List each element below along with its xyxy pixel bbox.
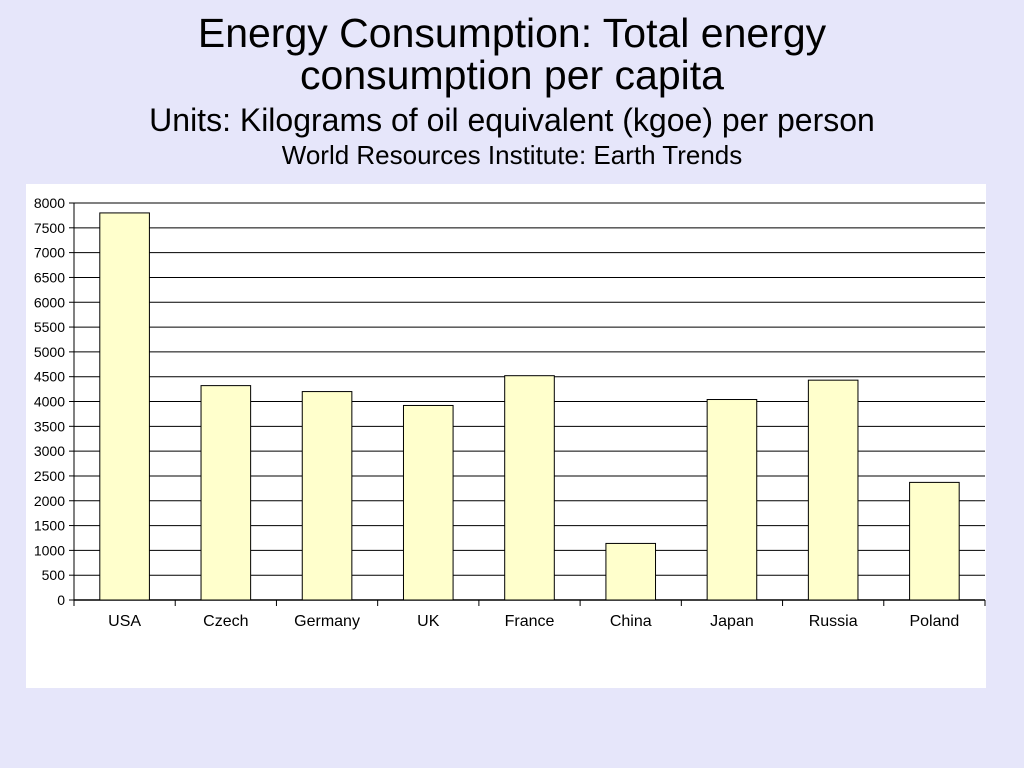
y-tick-label: 3000 — [34, 443, 65, 459]
x-category-label: France — [505, 613, 555, 630]
bar-china — [605, 542, 657, 601]
chart-subtitle: Units: Kilograms of oil equivalent (kgoe… — [149, 102, 875, 138]
y-tick-label: 2500 — [34, 468, 65, 484]
y-tick-label: 6000 — [34, 294, 65, 310]
y-tick-label: 5000 — [34, 344, 65, 360]
bar-japan — [706, 399, 758, 601]
y-tick-label: 1500 — [34, 518, 65, 534]
y-tick-label: 6500 — [34, 269, 65, 285]
y-tick-label: 0 — [57, 592, 65, 608]
y-tick-label: 8000 — [34, 195, 65, 211]
x-category-label: UK — [417, 613, 440, 630]
chart-source: World Resources Institute: Earth Trends — [281, 140, 743, 170]
y-tick-label: 500 — [42, 567, 66, 583]
chart-panel: 0 500 1000 1500 2000 2500 3000 3500 4000 4500 5000… — [26, 184, 986, 688]
y-tick-label: 7500 — [34, 220, 65, 236]
y-tick-label: 1000 — [34, 542, 65, 558]
y-tick-label: 4000 — [34, 394, 65, 410]
bar-uk — [402, 404, 454, 601]
x-category-label: Russia — [809, 613, 858, 630]
bar-russia — [807, 379, 859, 601]
bar-chart: 0 500 1000 1500 2000 2500 3000 3500 4000 4500 5000… — [34, 195, 986, 630]
x-category-label: China — [610, 613, 652, 630]
bar-czech — [200, 385, 252, 601]
y-tick-label: 3500 — [34, 418, 65, 434]
bar-usa — [99, 212, 150, 601]
y-tick-label: 5500 — [34, 319, 65, 335]
bar-france — [504, 375, 555, 601]
y-tick-label: 7000 — [34, 245, 65, 261]
y-tick-label: 2000 — [34, 493, 65, 509]
chart-title-line-2: consumption per capita — [300, 52, 724, 98]
bar-poland — [909, 481, 960, 601]
chart-title: Energy Consumption: Total energy consump… — [0, 12, 1024, 96]
chart-title-line-1: Energy Consumption: Total energy — [197, 10, 827, 56]
x-category-label: Poland — [909, 613, 959, 630]
bar-germany — [301, 391, 353, 601]
x-category-label: Germany — [294, 613, 360, 630]
y-tick-label: 4500 — [34, 369, 65, 385]
x-category-label: Japan — [710, 613, 754, 630]
x-category-label: Czech — [203, 613, 248, 630]
x-category-label: USA — [108, 613, 141, 630]
